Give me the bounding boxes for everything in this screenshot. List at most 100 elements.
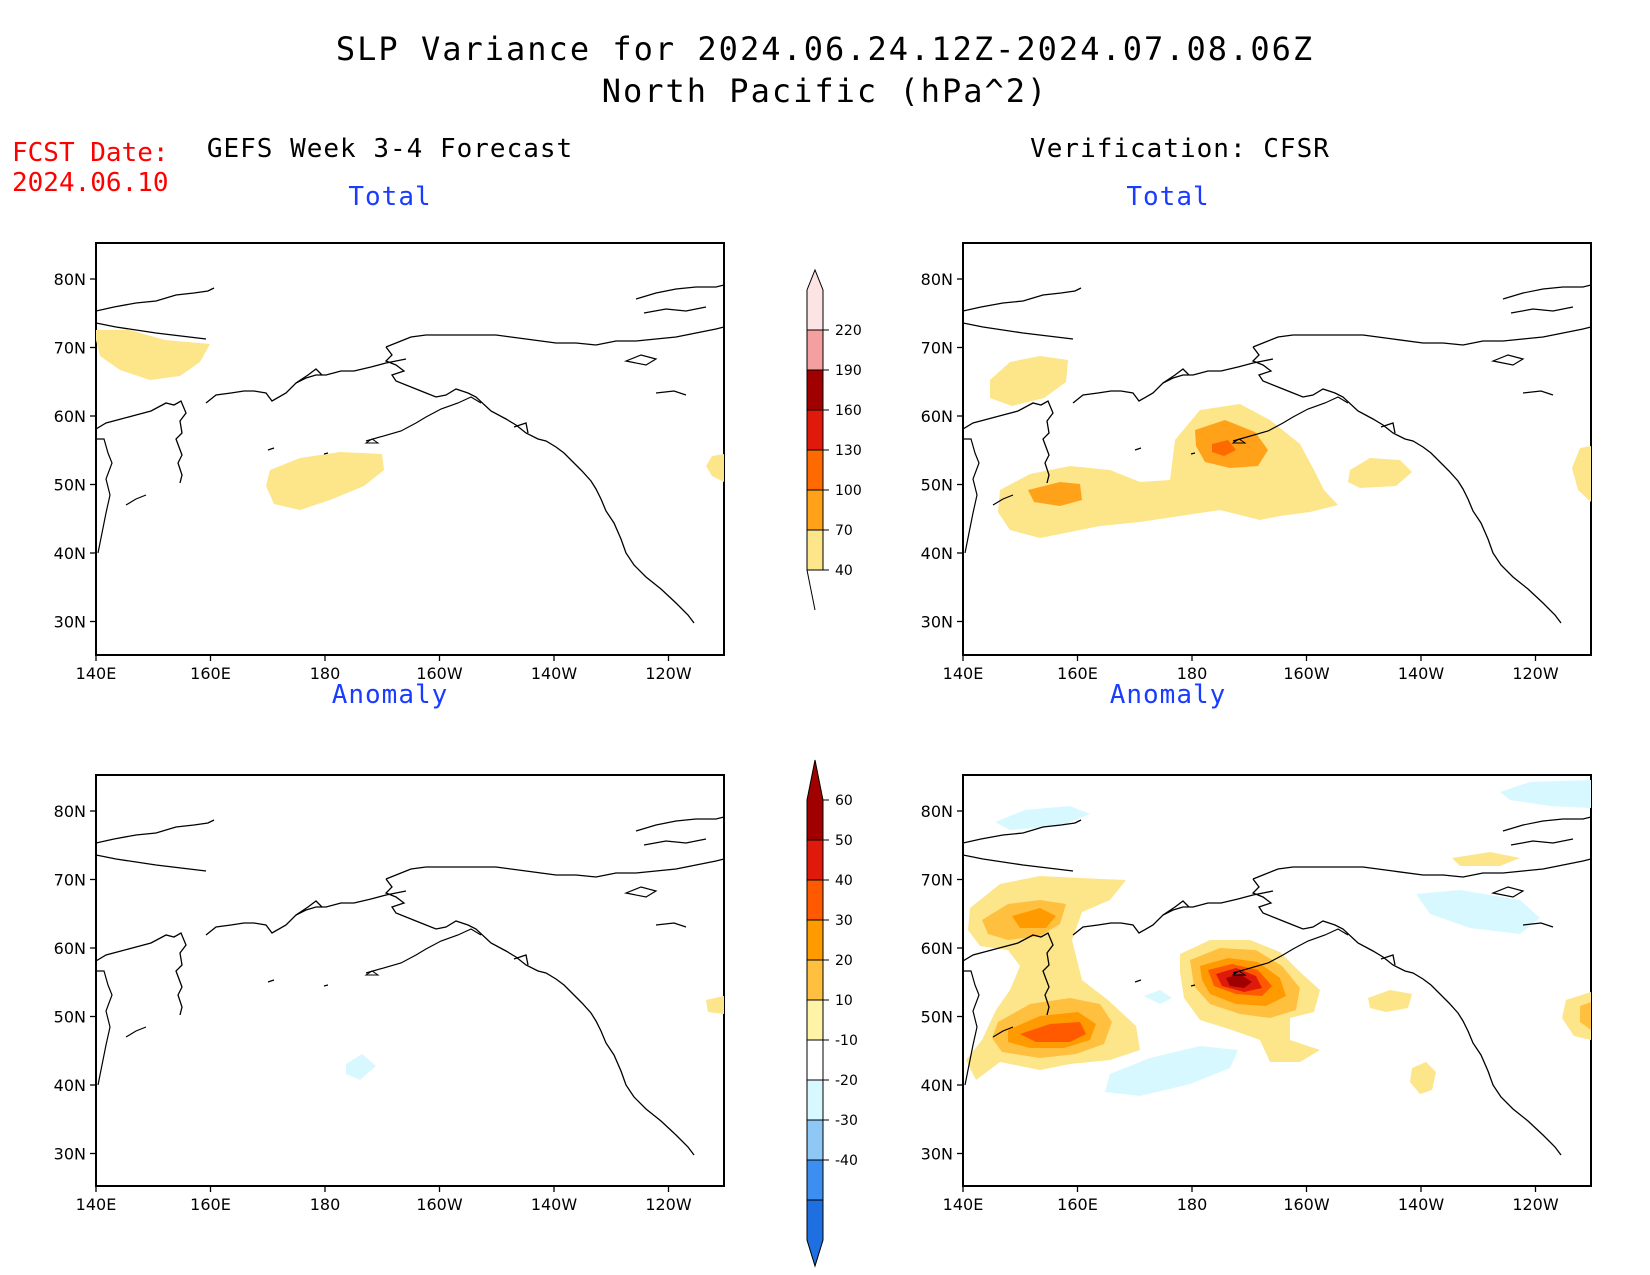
lat-tick-label: 80N	[921, 270, 953, 289]
lon-tick-label: 140W	[1398, 1195, 1445, 1214]
lon-tick-label: 160E	[1057, 664, 1098, 683]
lat-tick-label: 60N	[54, 407, 86, 426]
fcst-date-label: FCST Date:	[12, 138, 169, 168]
colorbar-total-label: 70	[835, 523, 853, 539]
lon-tick-label: 140W	[531, 1195, 578, 1214]
lat-tick-label: 70N	[54, 871, 86, 890]
colorbar-anomaly-swatch	[806, 999, 824, 1041]
bottom-left-panel-title: Anomaly	[331, 680, 449, 710]
lat-tick-label: 30N	[54, 613, 86, 632]
colorbar-total: 40 70 100 130 160 190 220	[806, 268, 862, 611]
lon-tick-label: 120W	[1512, 664, 1559, 683]
lon-tick-label: 160E	[1057, 1195, 1098, 1214]
lat-tick-label: 30N	[921, 613, 953, 632]
lon-tick-label: 180	[1177, 1195, 1208, 1214]
lat-tick-label: 40N	[54, 1076, 86, 1095]
colorbar-anomaly-swatch	[806, 919, 824, 961]
colorbar-anomaly-label: 20	[835, 953, 853, 969]
map-frame-bottom-left	[95, 774, 725, 1187]
colorbar-anomaly-label: 50	[835, 833, 853, 849]
left-column-title: GEFS Week 3-4 Forecast	[206, 134, 574, 164]
colorbar-anomaly-label: 40	[835, 873, 853, 889]
colorbar-anomaly-label: -30	[835, 1113, 858, 1129]
lon-tick-label: 140E	[943, 1195, 984, 1214]
lon-tick-label: 160E	[190, 1195, 231, 1214]
lat-tick-label: 50N	[54, 476, 86, 495]
colorbar-anomaly: 60 50 40 30 20 10 -10 -20 -30 -40	[806, 759, 858, 1268]
right-column-title: Verification: CFSR	[1030, 134, 1330, 164]
colorbar-anomaly-swatch	[806, 879, 824, 921]
lat-tick-label: 50N	[921, 1008, 953, 1027]
colorbar-anomaly-swatch	[806, 1159, 824, 1201]
lat-tick-label: 50N	[921, 476, 953, 495]
colorbar-anomaly-label: -20	[835, 1073, 858, 1089]
colorbar-total-label: 220	[835, 323, 862, 339]
lon-tick-label: 160W	[1283, 1195, 1330, 1214]
top-left-shading	[96, 330, 724, 510]
colorbar-total-swatch	[806, 329, 824, 371]
lat-tick-label: 70N	[921, 339, 953, 358]
lon-tick-label: 140E	[76, 1195, 117, 1214]
lon-tick-label: 180	[310, 1195, 341, 1214]
top-right-panel-title: Total	[1126, 182, 1210, 212]
lon-tick-label: 180	[1177, 664, 1208, 683]
colorbar-anomaly-label: -10	[835, 1033, 858, 1049]
colorbar-total-swatch	[806, 449, 824, 491]
colorbar-anomaly-swatch	[806, 759, 824, 841]
lat-tick-label: 50N	[54, 1008, 86, 1027]
forecast-date-block: FCST Date: 2024.06.10	[12, 138, 169, 198]
colorbar-total-label: 40	[835, 563, 853, 579]
lat-tick-label: 30N	[921, 1145, 953, 1164]
bottom-left-shading	[346, 996, 724, 1080]
lon-tick-label: 160W	[416, 1195, 463, 1214]
lat-tick-label: 70N	[54, 339, 86, 358]
colorbar-anomaly-label: 30	[835, 913, 853, 929]
colorbar-total-swatch	[806, 369, 824, 411]
lat-tick-label: 70N	[921, 871, 953, 890]
lat-tick-label: 40N	[921, 544, 953, 563]
lon-tick-label: 160E	[190, 664, 231, 683]
lon-tick-label: 140W	[531, 664, 578, 683]
colorbar-anomaly-label: -40	[835, 1153, 858, 1169]
lat-tick-label: 60N	[921, 407, 953, 426]
colorbar-anomaly-swatch	[806, 1079, 824, 1121]
top-left-panel-title: Total	[348, 182, 432, 212]
lat-tick-label: 80N	[921, 802, 953, 821]
colorbar-total-label: 100	[835, 483, 862, 499]
lon-tick-label: 140E	[76, 664, 117, 683]
colorbar-anomaly-swatch	[806, 1039, 824, 1081]
main-subtitle: North Pacific (hPa^2)	[601, 72, 1049, 110]
lon-tick-label: 160W	[1283, 664, 1330, 683]
bottom-right-panel-title: Anomaly	[1109, 680, 1227, 710]
map-frame-top-left	[95, 242, 725, 656]
colorbar-anomaly-label: 60	[835, 793, 853, 809]
main-title: SLP Variance for 2024.06.24.12Z-2024.07.…	[335, 30, 1315, 68]
colorbar-total-label: 130	[835, 443, 862, 459]
colorbar-total-swatch	[806, 529, 824, 571]
colorbar-anomaly-swatch	[806, 1199, 824, 1268]
lat-tick-label: 60N	[921, 939, 953, 958]
lat-tick-label: 30N	[54, 1145, 86, 1164]
lon-tick-label: 180	[310, 664, 341, 683]
lon-tick-label: 120W	[645, 664, 692, 683]
colorbar-anomaly-swatch	[806, 959, 824, 1001]
top-right-shading	[990, 356, 1591, 538]
colorbar-anomaly-swatch	[806, 1119, 824, 1161]
lon-tick-label: 120W	[645, 1195, 692, 1214]
fcst-date-value: 2024.06.10	[12, 168, 169, 198]
colorbar-anomaly-swatch	[806, 839, 824, 881]
lon-tick-label: 140E	[943, 664, 984, 683]
axes-layer: 140E 160E 180 160W 140W 120W 80N 70N 60N 50N 40N 30…	[54, 270, 1559, 1214]
lat-tick-label: 80N	[54, 270, 86, 289]
colorbar-total-swatch	[806, 489, 824, 531]
colorbar-anomaly-label: 10	[835, 993, 853, 1009]
colorbar-total-swatch	[806, 409, 824, 451]
lon-tick-label: 120W	[1512, 1195, 1559, 1214]
lat-tick-label: 40N	[921, 1076, 953, 1095]
lat-tick-label: 80N	[54, 802, 86, 821]
colorbar-total-bottom-edge	[806, 569, 816, 611]
lon-tick-label: 140W	[1398, 664, 1445, 683]
lat-tick-label: 60N	[54, 939, 86, 958]
lat-tick-label: 40N	[54, 544, 86, 563]
